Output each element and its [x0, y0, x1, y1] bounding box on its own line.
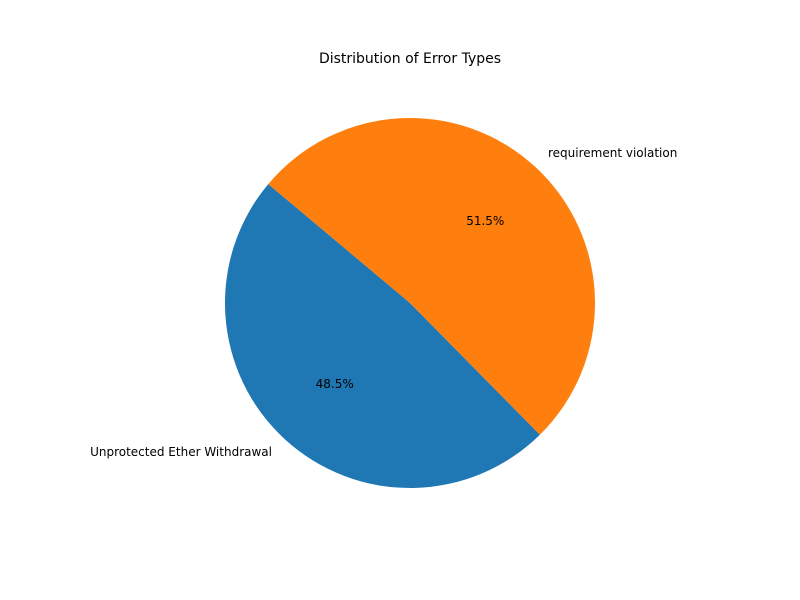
- slice-label-2: requirement violation: [548, 146, 677, 160]
- pie-slices: [224, 118, 595, 489]
- pie-labels: Unprotected Ether Withdrawal 48.5% require…: [90, 146, 677, 459]
- slice-label-1: Unprotected Ether Withdrawal: [90, 445, 272, 459]
- slice-percent-2: 51.5%: [466, 214, 504, 228]
- pie-slice-1: [224, 184, 540, 489]
- pie-slice-2: [268, 118, 595, 435]
- chart-title: Distribution of Error Types: [319, 51, 501, 67]
- slice-percent-1: 48.5%: [316, 377, 354, 391]
